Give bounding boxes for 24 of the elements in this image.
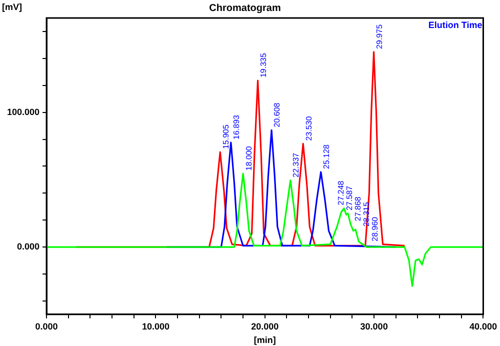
annotation: 28.960 bbox=[370, 216, 380, 242]
x-axis-title: [min] bbox=[254, 335, 276, 346]
y-tick-label: 100.000 bbox=[6, 106, 40, 117]
y-axis-title: [mV] bbox=[2, 2, 22, 12]
annotation: 23.530 bbox=[304, 116, 314, 141]
annotation: 20.608 bbox=[272, 102, 282, 128]
x-tick-label: 10.000 bbox=[142, 321, 170, 332]
annotation: 25.128 bbox=[322, 144, 332, 169]
annotation: Elution Time bbox=[428, 20, 482, 30]
x-tick-label: 40.000 bbox=[469, 321, 497, 332]
x-tick-label: 30.000 bbox=[360, 321, 388, 332]
chart-title: Chromatogram bbox=[209, 2, 281, 14]
annotation: 29.975 bbox=[374, 24, 384, 49]
annotation: 27.587 bbox=[344, 185, 354, 210]
annotation: 28.315 bbox=[362, 202, 371, 227]
annotation: 16.893 bbox=[232, 114, 242, 140]
annotation: 19.335 bbox=[258, 52, 268, 78]
annotation: 27.868 bbox=[353, 196, 362, 222]
annotation: 22.337 bbox=[292, 152, 301, 178]
annotation: 18.000 bbox=[244, 146, 254, 171]
annotation: 15.905 bbox=[221, 124, 230, 150]
x-tick-label: 20.000 bbox=[251, 321, 279, 332]
x-tick-label: 0.000 bbox=[35, 321, 58, 332]
annotation: 27.248 bbox=[336, 180, 346, 206]
